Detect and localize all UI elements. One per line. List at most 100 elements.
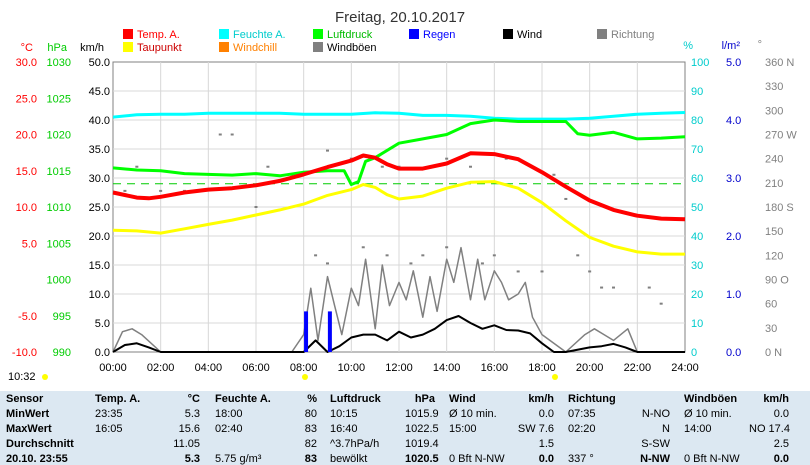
table-cell: S-SW (641, 438, 670, 450)
table-cell: 2.5 (773, 438, 789, 450)
direction-tick: 270 W (765, 130, 797, 142)
direction-point (159, 189, 163, 192)
table-cell: N-NO (641, 408, 670, 420)
humidity-tick: 10 (691, 318, 703, 330)
direction-point (361, 246, 365, 249)
temp-tick: 5.0 (22, 238, 37, 250)
pressure-tick: 1030 (47, 57, 71, 69)
table-cell: Ø 10 min. (449, 408, 497, 420)
x-tick: 22:00 (624, 362, 652, 374)
table-header: °C (187, 393, 200, 405)
legend-swatch (409, 29, 419, 39)
x-tick: 18:00 (528, 362, 556, 374)
table-header: Sensor (6, 393, 44, 405)
wind-tick: 5.0 (95, 318, 110, 330)
temp-tick: -5.0 (18, 311, 37, 323)
time-indicator: 10:32 (8, 371, 36, 383)
direction-tick: 120 (765, 250, 783, 262)
wind-tick: 20.0 (89, 231, 110, 243)
direction-tick: 0 N (765, 347, 782, 359)
pressure-tick: 1025 (47, 93, 71, 105)
legend-swatch (123, 29, 133, 39)
table-cell: 83 (304, 423, 317, 435)
table-cell: 0 Bft N-NW (449, 453, 505, 465)
rain-tick: 4.0 (726, 115, 741, 127)
pressure-tick: 1015 (47, 166, 71, 178)
legend-label: Regen (423, 29, 455, 41)
series-line-feuchte-a- (112, 111, 686, 121)
rain-tick: 3.0 (726, 173, 741, 185)
table-cell: 16:05 (95, 423, 123, 435)
wind-tick: 15.0 (89, 260, 110, 272)
temp-tick: 30.0 (16, 57, 37, 69)
direction-point (576, 254, 580, 257)
x-tick: 00:00 (99, 362, 127, 374)
table-cell: MinWert (6, 408, 50, 420)
pressure-tick: 1020 (47, 130, 71, 142)
table-cell: 0.0 (538, 408, 554, 420)
direction-tick: 150 (765, 226, 783, 238)
table-header: hPa (414, 393, 435, 405)
wind-tick: 10.0 (89, 289, 110, 301)
chart-title: Freitag, 20.10.2017 (335, 9, 465, 26)
x-tick: 08:00 (290, 362, 318, 374)
table-cell: 02:20 (568, 423, 596, 435)
direction-point (552, 173, 556, 176)
pressure-tick: 1005 (47, 238, 71, 250)
table-header: Luftdruck (330, 393, 381, 405)
wind-axis-unit: km/h (80, 42, 104, 54)
x-tick: 06:00 (242, 362, 270, 374)
legend-swatch (123, 42, 133, 52)
direction-point (409, 262, 413, 265)
direction-tick: 210 (765, 178, 783, 190)
pressure-tick: 1000 (47, 275, 71, 287)
table-header: Richtung (568, 393, 616, 405)
direction-tick: 300 (765, 105, 783, 117)
legend-label: Windchill (233, 42, 277, 54)
time-marker (42, 374, 48, 380)
direction-point (326, 262, 329, 265)
direction-point (445, 157, 449, 160)
humidity-tick: 90 (691, 86, 703, 98)
table-cell: 337 ° (568, 453, 594, 465)
pressure-tick: 995 (53, 311, 71, 323)
humidity-tick: 50 (691, 202, 703, 214)
rain-bar (327, 311, 332, 352)
table-cell: Durchschnitt (6, 438, 74, 450)
table-cell: 1.5 (538, 438, 554, 450)
table-cell: 23:35 (95, 408, 123, 420)
wind-tick: 35.0 (89, 144, 110, 156)
direction-point (123, 189, 127, 192)
pressure-tick: 1010 (47, 202, 71, 214)
x-tick: 16:00 (481, 362, 509, 374)
direction-point (469, 165, 472, 168)
table-cell: 16:40 (330, 423, 358, 435)
table-cell: 20.10. 23:55 (6, 453, 68, 465)
time-marker (302, 374, 308, 380)
rain-tick: 5.0 (726, 57, 741, 69)
temp-tick: 25.0 (16, 93, 37, 105)
direction-point (516, 270, 520, 273)
legend-label: Wind (517, 29, 542, 41)
wind-tick: 40.0 (89, 115, 110, 127)
legend-label: Luftdruck (327, 29, 373, 41)
temp-tick: 10.0 (16, 202, 37, 214)
weather-chart: Freitag, 20.10.2017 Temp. A. Feuchte A. Lu… (12, 9, 797, 380)
table-cell: bewölkt (330, 453, 368, 465)
rain-axis-unit: l/m² (722, 40, 741, 52)
direction-tick: 30 (765, 323, 777, 335)
direction-tick: 90 O (765, 275, 789, 287)
table-cell: 02:40 (215, 423, 243, 435)
series-line-temp-a- (112, 151, 686, 222)
wind-tick: 25.0 (89, 202, 110, 214)
wind-tick: 45.0 (89, 86, 110, 98)
humidity-tick: 80 (691, 115, 703, 127)
direction-point (588, 270, 592, 273)
legend-swatch (597, 29, 607, 39)
temp-axis-unit: °C (21, 42, 33, 54)
direction-point (230, 133, 234, 136)
x-tick: 10:00 (338, 362, 366, 374)
direction-point (266, 165, 270, 168)
direction-point (600, 286, 604, 289)
table-cell: 82 (304, 438, 317, 450)
